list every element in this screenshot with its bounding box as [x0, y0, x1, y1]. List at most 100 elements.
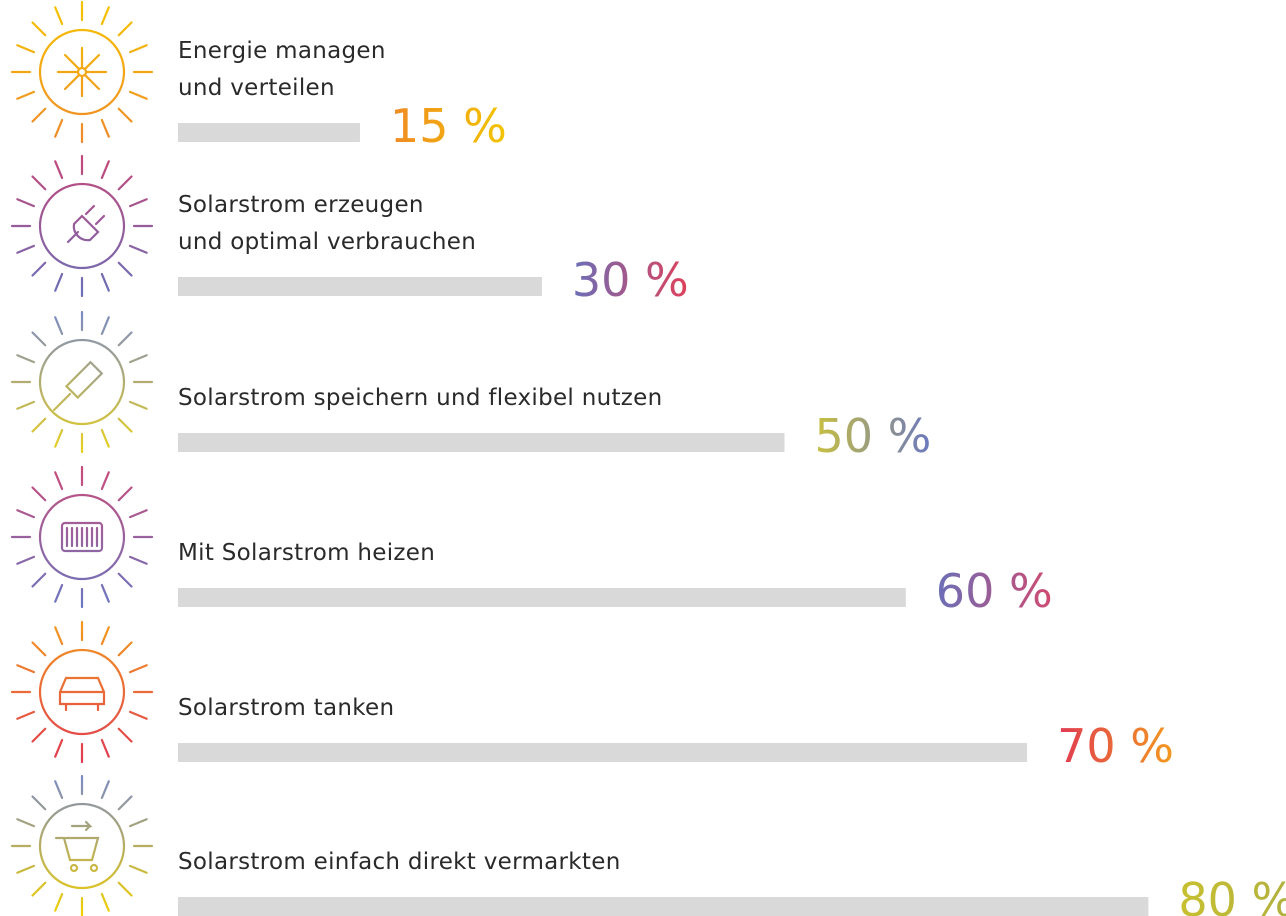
sun-ray [117, 486, 133, 502]
sun-ray [16, 555, 36, 565]
sun-ray [117, 881, 133, 897]
sun-ray [31, 175, 47, 191]
value-label: 15 % [390, 99, 507, 153]
value-label: 30 % [572, 253, 689, 307]
car [58, 676, 106, 712]
sun-ray [16, 818, 36, 828]
sun-ray [31, 641, 47, 657]
bar [178, 588, 906, 607]
sun-ray [117, 795, 133, 811]
bar [178, 123, 360, 142]
arrow [84, 53, 101, 70]
icon [10, 774, 154, 916]
sun-ray [100, 583, 110, 603]
sun-ray [31, 881, 47, 897]
sun-ray [117, 21, 133, 37]
sun-ray [100, 428, 110, 448]
sun-ray [128, 818, 148, 828]
category-label: und verteilen [178, 75, 335, 101]
sun-ray [31, 727, 47, 743]
sun-ray [54, 160, 64, 180]
bar [178, 433, 785, 452]
category-label: und optimal verbrauchen [178, 229, 476, 255]
sun-ray [54, 272, 64, 292]
sun-ray [31, 21, 47, 37]
value-label: 60 % [936, 564, 1053, 618]
sun-ray [100, 738, 110, 758]
category-label: Solarstrom einfach direkt vermarkten [178, 849, 621, 875]
value-label: 70 % [1057, 719, 1174, 773]
sun-ray [31, 572, 47, 588]
sun-circle [38, 182, 126, 270]
sun-ray [100, 892, 110, 912]
arrow [63, 74, 80, 91]
category-label: Solarstrom speichern und flexibel nutzen [178, 385, 663, 411]
radiator [60, 521, 104, 553]
plug [66, 204, 106, 244]
sun-ray [128, 198, 148, 208]
sun-ray [54, 471, 64, 491]
category-label: Solarstrom tanken [178, 695, 394, 721]
sun-ray [128, 400, 148, 410]
sun-ray [100, 471, 110, 491]
value-label: 50 % [815, 409, 932, 463]
sun-ray [54, 780, 64, 800]
sun-ray [117, 727, 133, 743]
sun-ray [100, 780, 110, 800]
sun-ray [128, 244, 148, 254]
sun-ray [54, 626, 64, 646]
sun-ray [128, 555, 148, 565]
sun-ray [16, 44, 36, 54]
arrow [84, 74, 101, 91]
value-label: 80 % [1178, 873, 1286, 916]
sun-ray [54, 118, 64, 138]
sun-ray [16, 90, 36, 100]
sun-circle [38, 338, 126, 426]
icon [10, 154, 154, 298]
sun-ray [128, 664, 148, 674]
category-label: Solarstrom erzeugen [178, 192, 424, 218]
sun-ray [100, 316, 110, 336]
cart [54, 820, 100, 862]
sun-ray [128, 710, 148, 720]
sun-ray [117, 641, 133, 657]
sun-ray [16, 710, 36, 720]
sun-ray [128, 90, 148, 100]
sun-ray [100, 6, 110, 26]
sun-ray [54, 428, 64, 448]
bar [178, 897, 1149, 916]
sun-ray [16, 244, 36, 254]
sun-ray [117, 572, 133, 588]
sun-ray [31, 261, 47, 277]
icon [10, 465, 154, 609]
sun-ray [128, 864, 148, 874]
sun-ray [31, 417, 47, 433]
sun-circle [38, 802, 126, 890]
sun-ray [31, 795, 47, 811]
sun-ray [100, 118, 110, 138]
sun-ray [117, 107, 133, 123]
sun-circle [38, 28, 126, 116]
bar [178, 743, 1028, 762]
sun-ray [100, 272, 110, 292]
sun-ray [31, 107, 47, 123]
sun-ray [31, 331, 47, 347]
icon [10, 0, 154, 144]
sun-ray [16, 509, 36, 519]
sun-ray [117, 175, 133, 191]
sun-ray [54, 316, 64, 336]
sun-ray [54, 583, 64, 603]
sun-ray [31, 486, 47, 502]
category-label: Energie managen [178, 38, 386, 64]
sun-ray [117, 417, 133, 433]
sun-ray [128, 44, 148, 54]
bar [178, 277, 542, 296]
sun-ray [117, 261, 133, 277]
sun-ray [16, 664, 36, 674]
icon [10, 620, 154, 764]
sun-ray [54, 738, 64, 758]
sun-ray [16, 198, 36, 208]
wheel [89, 863, 99, 873]
category-label: Mit Solarstrom heizen [178, 540, 435, 566]
